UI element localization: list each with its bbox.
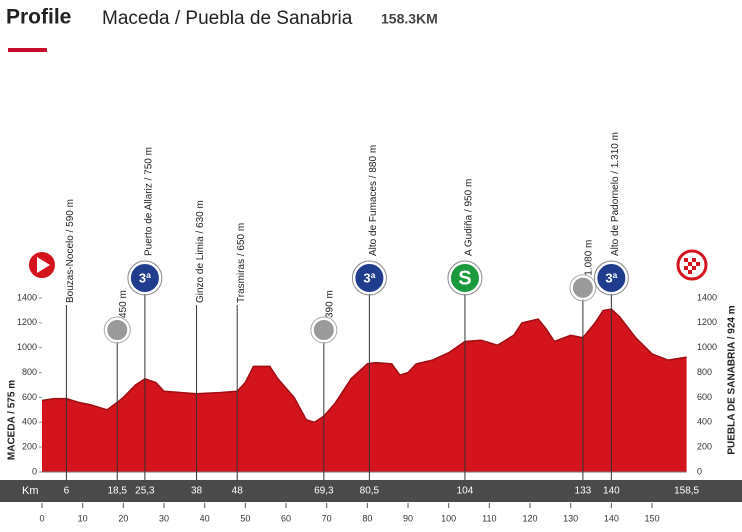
waypoint-badge: 3ª — [351, 260, 387, 296]
km-marker: 25,3 — [135, 486, 155, 497]
km-marker: 158,5 — [674, 486, 699, 497]
bonus-badge — [311, 318, 336, 342]
km-marker: 18,5 — [108, 486, 128, 497]
y-tick-label: 600 — [22, 392, 37, 402]
y-tick-label: 1200 — [17, 317, 37, 327]
waypoint-label: A Gudiña / 950 m — [464, 179, 475, 256]
y-tick-label-right: 800 — [697, 367, 712, 377]
x-tick-label: 100 — [441, 513, 456, 523]
y-tick-label: 400 — [22, 417, 37, 427]
y-tick-label-right: 600 — [697, 392, 712, 402]
km-strip — [0, 480, 742, 502]
badge-circle — [448, 262, 481, 294]
km-marker: 6 — [64, 486, 70, 497]
km-marker: 140 — [603, 486, 620, 497]
waypoint-label: Bouzas-Nocelo / 590 m — [65, 199, 76, 303]
bonus-ring — [103, 316, 131, 344]
waypoint-label: Alto de Padornelo / 1.310 m — [610, 132, 621, 256]
y-tick-label: 0 — [32, 466, 37, 476]
waypoint-label: 450 m — [118, 290, 129, 318]
y-tick-label-right: 400 — [697, 417, 712, 427]
finish-label: PUEBLA DE SANABRIA / 924 m — [727, 305, 738, 454]
x-tick-label: 110 — [482, 513, 496, 523]
badge-text: 3ª — [363, 270, 375, 285]
chart-subtitle: Maceda / Puebla de Sanabria — [102, 8, 353, 29]
x-tick-label: 0 — [39, 513, 44, 523]
km-marker: 80,5 — [360, 486, 380, 497]
x-axis-label: Km — [22, 485, 39, 497]
badge-circle — [353, 262, 386, 294]
x-tick-label: 10 — [78, 513, 88, 523]
km-marker: 48 — [232, 486, 244, 497]
y-tick-label-right: 1200 — [697, 317, 717, 327]
badge-circle — [128, 262, 161, 294]
chart-title: Profile — [6, 6, 71, 29]
waypoint-label: Puerto de Allariz / 750 m — [144, 147, 155, 256]
bonus-ring — [569, 274, 597, 302]
km-marker: 104 — [457, 486, 474, 497]
waypoint-badge: 3ª — [127, 260, 163, 296]
start-icon — [27, 250, 57, 280]
y-tick-label: 800 — [22, 367, 37, 377]
x-tick-label: 20 — [118, 513, 128, 523]
waypoint-badge: S — [447, 260, 483, 296]
x-tick-label: 150 — [645, 513, 660, 523]
badge-text: S — [458, 267, 471, 289]
profile-line — [41, 308, 687, 424]
profile-area — [42, 309, 687, 472]
bonus-ring — [310, 316, 338, 344]
x-tick-label: 40 — [200, 513, 210, 523]
waypoint-label: 390 m — [324, 290, 335, 318]
waypoint-label: Trasmiras / 650 m — [236, 223, 247, 303]
badge-ring — [351, 260, 387, 296]
waypoint-badge: 3ª — [593, 260, 629, 296]
waypoint-label: Alto de Fumaces / 880 m — [368, 145, 379, 256]
x-tick-label: 30 — [159, 513, 169, 523]
y-tick-label: 1000 — [17, 342, 37, 352]
badge-text: 3ª — [605, 270, 617, 285]
badge-ring — [593, 260, 629, 296]
x-tick-label: 70 — [322, 513, 332, 523]
x-tick-label: 60 — [281, 513, 291, 523]
km-marker: 69,3 — [314, 486, 334, 497]
badge-ring — [447, 260, 483, 296]
waypoint-label: 1.080 m — [584, 240, 595, 276]
y-tick-label-right: 1000 — [697, 342, 717, 352]
y-tick-label-right: 1400 — [697, 292, 717, 302]
km-marker: 133 — [575, 486, 592, 497]
x-tick-label: 90 — [403, 513, 413, 523]
x-tick-label: 80 — [362, 513, 372, 523]
y-tick-label: 200 — [22, 442, 37, 452]
x-tick-label: 120 — [523, 513, 538, 523]
y-tick-label-right: 200 — [697, 442, 712, 452]
title-underline — [8, 48, 47, 52]
start-label: MACEDA / 575 m — [7, 380, 18, 460]
y-tick-label: 1400 — [17, 292, 37, 302]
x-tick-label: 130 — [563, 513, 578, 523]
badge-text: 3ª — [139, 270, 151, 285]
km-marker: 38 — [191, 486, 203, 497]
finish-icon — [676, 249, 708, 281]
waypoint-label: Ginzo de Limia / 630 m — [195, 200, 206, 303]
bonus-badge — [105, 318, 130, 342]
distance: 158.3KM — [381, 11, 438, 27]
x-tick-label: 50 — [240, 513, 250, 523]
badge-circle — [595, 262, 628, 294]
bonus-badge — [570, 275, 595, 300]
x-tick-label: 140 — [604, 513, 619, 523]
badge-ring — [127, 260, 163, 296]
y-tick-label-right: 0 — [697, 466, 702, 476]
